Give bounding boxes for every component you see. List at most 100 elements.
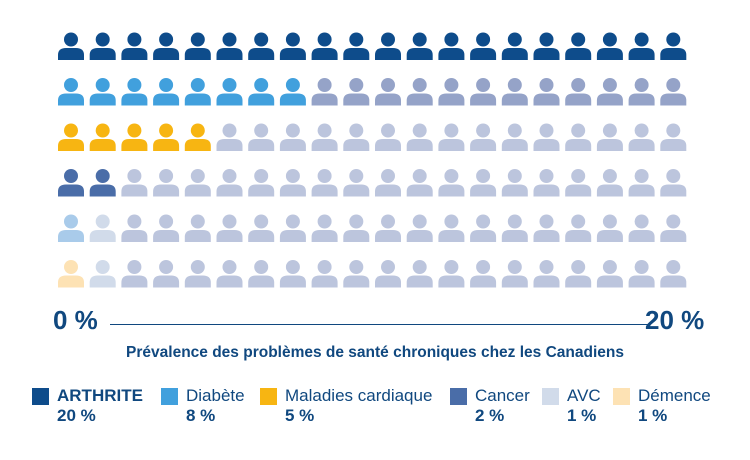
person-icon-diabete: [279, 78, 306, 106]
person-icon-empty: [279, 123, 306, 151]
person-icon-empty: [501, 260, 528, 288]
person-icon-diabete: [216, 78, 243, 106]
person-icon-empty: [121, 169, 148, 197]
legend-swatch: [260, 388, 277, 405]
person-icon-empty: [279, 260, 306, 288]
legend-swatch: [32, 388, 49, 405]
person-icon-empty: [501, 214, 528, 242]
person-icon-diabete: [248, 78, 275, 106]
person-icon-empty: [375, 78, 401, 106]
person-icon-empty: [343, 78, 370, 106]
person-icon-maladies-cardiaque: [58, 123, 84, 151]
person-icon-empty: [596, 260, 623, 288]
chart-title: Prévalence des problèmes de santé chroni…: [126, 344, 624, 361]
person-icon-empty: [596, 123, 623, 151]
person-icon-arthrite: [58, 32, 84, 60]
person-icon-empty: [501, 78, 528, 106]
person-icon-arthrite: [565, 32, 592, 60]
person-icon-empty: [533, 78, 560, 106]
person-icon-diabete: [153, 78, 180, 106]
person-icon-arthrite: [501, 32, 528, 60]
person-icon-arthrite: [343, 32, 370, 60]
icon-grid: [58, 32, 687, 288]
person-icon-empty: [470, 78, 497, 106]
person-icon-empty: [375, 214, 401, 242]
person-icon-empty: [565, 169, 592, 197]
person-icon-empty: [311, 123, 338, 151]
person-icon-cancer: [58, 169, 84, 197]
person-icon-empty: [406, 169, 433, 197]
person-icon-arthrite: [184, 32, 211, 60]
person-icon-arthrite: [248, 32, 275, 60]
person-icon-empty: [279, 169, 306, 197]
person-icon-empty: [216, 123, 243, 151]
person-icon-empty: [216, 169, 243, 197]
person-icon-empty: [375, 123, 401, 151]
person-icon-cancer: [89, 169, 116, 197]
person-icon-empty: [596, 78, 623, 106]
legend-value: 1 %: [567, 406, 597, 425]
legend-label: Démence: [638, 386, 711, 405]
person-icon-empty: [438, 123, 465, 151]
legend-swatch: [161, 388, 178, 405]
legend-value: 1 %: [638, 406, 668, 425]
person-icon-empty: [596, 169, 623, 197]
legend-value: 5 %: [285, 406, 315, 425]
person-icon-empty: [248, 260, 275, 288]
person-icon-empty: [533, 260, 560, 288]
person-icon-empty: [533, 123, 560, 151]
person-icon-empty: [89, 214, 116, 242]
person-icon-empty: [406, 260, 433, 288]
person-icon-arthrite: [596, 32, 623, 60]
person-icon-empty: [184, 214, 211, 242]
person-icon-empty: [406, 214, 433, 242]
person-icon-maladies-cardiaque: [153, 123, 180, 151]
person-icon-empty: [184, 260, 211, 288]
person-icon-empty: [660, 123, 687, 151]
person-icon-empty: [596, 214, 623, 242]
x-axis-line: [110, 324, 650, 325]
person-icon-empty: [470, 260, 497, 288]
legend-value: 20 %: [57, 406, 96, 425]
person-icon-empty: [470, 123, 497, 151]
person-icon-arthrite: [406, 32, 433, 60]
legend-label: Maladies cardiaque: [285, 386, 433, 405]
person-icon-empty: [121, 260, 148, 288]
person-icon-arthrite: [470, 32, 497, 60]
person-icon-empty: [375, 169, 401, 197]
person-icon-empty: [216, 260, 243, 288]
x-tick-label-max: 20 %: [645, 305, 705, 335]
person-icon-empty: [565, 214, 592, 242]
legend-label: AVC: [567, 386, 601, 405]
legend-swatch: [613, 388, 630, 405]
legend-value: 8 %: [186, 406, 216, 425]
person-icon-empty: [533, 214, 560, 242]
person-icon-empty: [343, 260, 370, 288]
person-icon-empty: [628, 78, 655, 106]
person-icon-empty: [660, 214, 687, 242]
person-icon-arthrite: [121, 32, 148, 60]
person-icon-empty: [153, 214, 180, 242]
person-icon-empty: [438, 260, 465, 288]
person-icon-maladies-cardiaque: [184, 123, 211, 151]
person-icon-empty: [565, 78, 592, 106]
person-icon-empty: [628, 260, 655, 288]
legend-label: ARTHRITE: [57, 386, 143, 405]
person-icon-arthrite: [216, 32, 243, 60]
person-icon-diabete: [121, 78, 148, 106]
legend-swatch: [542, 388, 559, 405]
person-icon-empty: [438, 169, 465, 197]
person-icon-empty: [501, 123, 528, 151]
person-icon-empty: [343, 169, 370, 197]
person-icon-avc: [58, 214, 84, 242]
person-icon-maladies-cardiaque: [121, 123, 148, 151]
person-icon-empty: [660, 78, 687, 106]
person-icon-empty: [565, 123, 592, 151]
person-icon-empty: [565, 260, 592, 288]
person-icon-arthrite: [533, 32, 560, 60]
person-icon-arthrite: [311, 32, 338, 60]
person-icon-empty: [628, 169, 655, 197]
person-icon-arthrite: [660, 32, 687, 60]
person-icon-arthrite: [89, 32, 116, 60]
